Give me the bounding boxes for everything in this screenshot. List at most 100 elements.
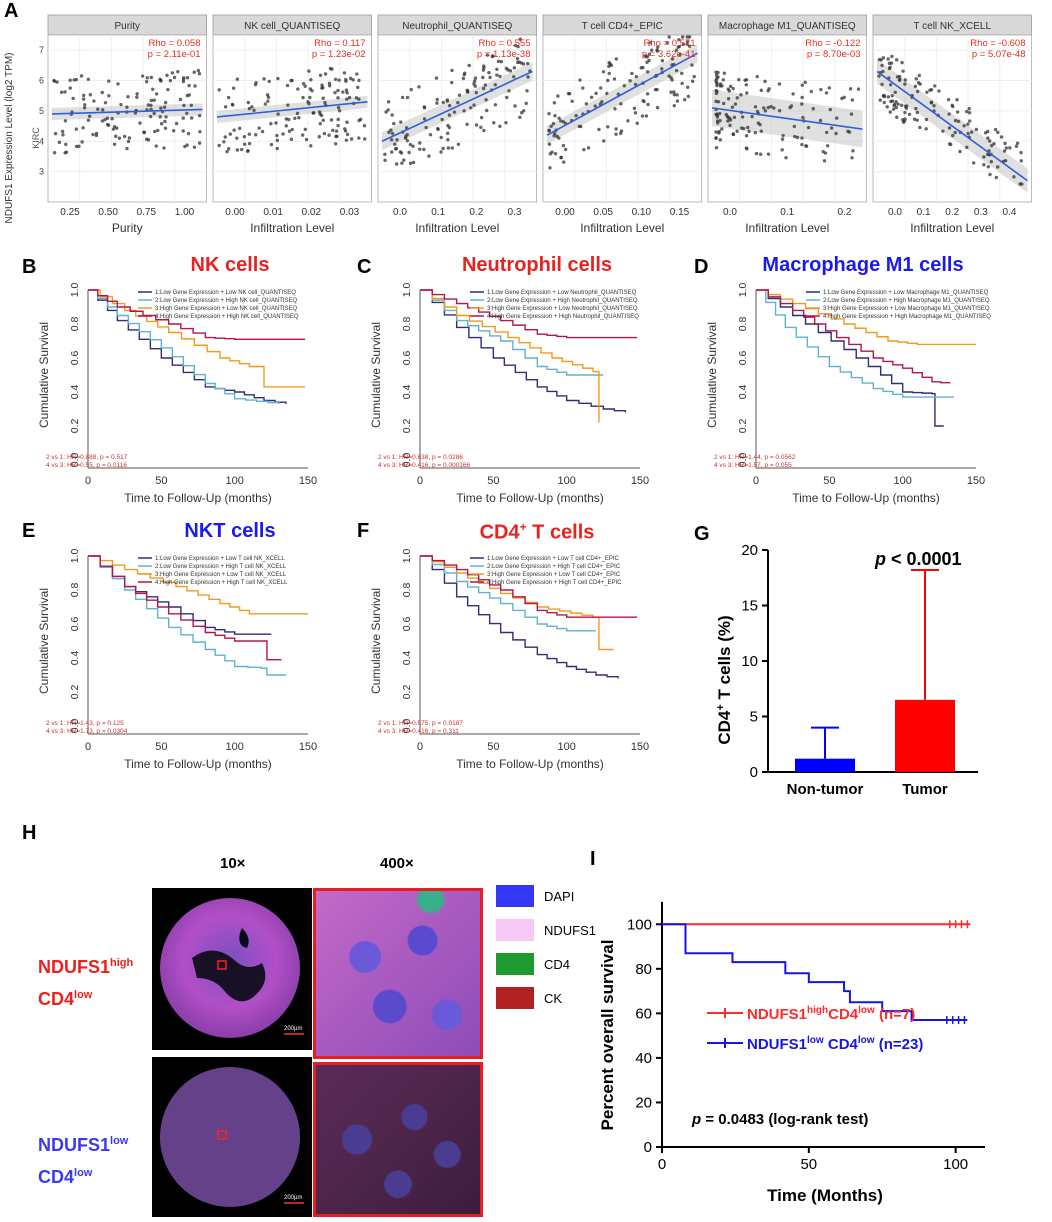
scatter-point <box>392 121 396 126</box>
scatter-point <box>100 119 105 123</box>
scatter-point <box>1014 144 1019 148</box>
scatter-point <box>670 78 674 82</box>
scatter-point <box>358 117 363 122</box>
scatter-point <box>513 43 518 48</box>
row1-cd4: CD4 <box>38 989 75 1009</box>
panel-i-survival-chart: Percent overall survival Time (Months) 0… <box>598 902 985 1205</box>
km-xtick-label: 100 <box>893 475 911 487</box>
scatter-point <box>982 162 986 167</box>
scatter-point <box>966 131 970 136</box>
scatter-point <box>495 73 499 77</box>
scatter-point <box>456 100 460 105</box>
scatter-pval-3: p = 3.62e-41 <box>642 49 696 60</box>
scatter-point <box>337 78 341 82</box>
scatter-point <box>295 111 300 116</box>
scatter-point <box>718 111 722 116</box>
tissue-core-10x-low: 200μm <box>152 1057 312 1217</box>
scatter-point <box>882 100 886 105</box>
km-curve-3 <box>420 555 614 651</box>
scatter-point <box>257 126 261 130</box>
scatter-point <box>172 75 177 80</box>
scatter-point <box>850 156 854 160</box>
scatter-point <box>499 59 504 64</box>
scatter-point <box>932 104 936 108</box>
km-title-f-main: CD4 <box>479 521 520 544</box>
scatter-point <box>92 99 96 103</box>
km-ytick-label: 0.2 <box>401 419 413 434</box>
km-legend-text: 2:Low Gene Expression + High NK cell_QUA… <box>155 298 298 304</box>
scatter-point <box>893 90 897 94</box>
scatter-point <box>192 70 196 74</box>
scatter-point <box>74 127 79 131</box>
scatter-point <box>445 131 450 136</box>
scatter-point <box>222 140 226 144</box>
scatter-point <box>1003 158 1008 163</box>
km-ytick-label: 1.0 <box>69 549 81 564</box>
scatter-rho-5: Rho = -0.608 <box>970 38 1025 49</box>
km-xtick-label: 0 <box>85 741 91 753</box>
scatter-point <box>461 76 466 81</box>
scatter-point <box>903 82 907 86</box>
scatter-point <box>247 106 252 111</box>
km-curve-4 <box>88 289 306 340</box>
scatter-point <box>181 129 185 133</box>
scatter-point <box>434 76 439 80</box>
scatter-point <box>581 86 585 90</box>
scatter-pval-0: p = 2.11e-01 <box>148 49 201 60</box>
km-ytick-label: 1.0 <box>401 283 413 298</box>
scatter-point <box>988 139 992 143</box>
scatter-point <box>103 101 108 105</box>
scatter-point <box>958 149 962 154</box>
scatter-point <box>289 78 293 83</box>
scatter-point <box>479 115 484 120</box>
panel-g-pvalue-p: p <box>874 549 886 569</box>
scatter-point <box>670 57 675 61</box>
scatter-point <box>300 133 305 137</box>
scatter-point <box>239 147 244 152</box>
scatter-point <box>720 127 724 131</box>
scatter-ytick-label: 5 <box>39 106 44 116</box>
km-legend-text: 1:Low Gene Expression + Low T cell NK_XC… <box>155 556 285 562</box>
km-curve-2 <box>420 289 604 376</box>
scatter-point <box>598 86 603 90</box>
scatter-point <box>947 112 951 116</box>
scatter-point <box>986 129 990 134</box>
scatter-point <box>187 83 191 88</box>
km-ylabel: Cumulative Survival <box>37 322 51 428</box>
scatter-point <box>308 95 312 100</box>
surv-ytick-label: 0 <box>644 1139 652 1156</box>
scatter-point <box>901 69 905 73</box>
scatter-point <box>81 126 85 130</box>
scatter-point <box>683 98 687 102</box>
scatter-point <box>481 68 486 72</box>
scatter-point <box>744 134 749 138</box>
scatter-point <box>928 88 932 92</box>
scatter-point <box>589 95 594 99</box>
scatter-point <box>547 128 551 133</box>
km-curve-4 <box>420 555 638 618</box>
scatter-point <box>450 68 454 73</box>
km-plot-e: NKT cells Cumulative Survival 0.0 0.2 0.4 0.… <box>30 520 330 771</box>
scatter-point <box>405 138 410 143</box>
scatter-point <box>59 90 64 94</box>
scatter-point <box>925 90 929 94</box>
scatter-point <box>296 87 300 91</box>
scatter-point <box>902 119 907 123</box>
scatter-point <box>880 63 884 68</box>
km-ytick-label: 0.8 <box>69 317 81 332</box>
km-title-f-rest: T cells <box>526 521 595 544</box>
scatter-point <box>321 118 326 122</box>
scatter-point <box>308 87 313 91</box>
scatter-xtick-label: 0.3 <box>508 207 522 218</box>
scatter-point <box>647 58 651 63</box>
scatter-point <box>630 71 634 76</box>
scatter-point <box>154 144 158 148</box>
scatter-point <box>344 77 348 82</box>
scatter-point <box>669 90 673 94</box>
km-xtick-label: 100 <box>225 475 243 487</box>
scatter-point <box>633 111 638 115</box>
scatter-point <box>594 91 598 96</box>
km-ylabel: Cumulative Survival <box>369 588 383 694</box>
scatter-point <box>189 116 194 120</box>
scatter-title-3: T cell CD4+_EPIC <box>582 21 663 32</box>
